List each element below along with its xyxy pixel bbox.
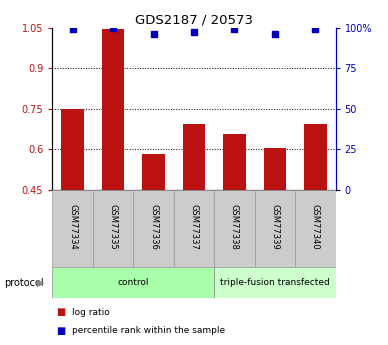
Point bbox=[191, 30, 197, 35]
Text: percentile rank within the sample: percentile rank within the sample bbox=[72, 326, 225, 335]
Bar bbox=[255, 190, 295, 267]
Point bbox=[69, 27, 76, 32]
Bar bbox=[183, 124, 205, 190]
Bar bbox=[93, 190, 133, 267]
Point bbox=[312, 27, 319, 32]
Text: protocol: protocol bbox=[4, 278, 43, 288]
Bar bbox=[61, 109, 84, 190]
Bar bbox=[102, 29, 124, 190]
Text: GSM77336: GSM77336 bbox=[149, 204, 158, 250]
Bar bbox=[304, 124, 327, 190]
Bar bbox=[142, 154, 165, 190]
Bar bbox=[295, 190, 336, 267]
Text: GSM77338: GSM77338 bbox=[230, 204, 239, 250]
Text: GSM77335: GSM77335 bbox=[109, 204, 118, 250]
Text: GSM77340: GSM77340 bbox=[311, 204, 320, 250]
Text: GSM77337: GSM77337 bbox=[189, 204, 199, 250]
Point bbox=[272, 31, 278, 37]
Text: GSM77334: GSM77334 bbox=[68, 204, 77, 250]
Text: ■: ■ bbox=[56, 326, 66, 335]
Bar bbox=[223, 134, 246, 190]
Text: ▶: ▶ bbox=[37, 278, 45, 288]
Text: ■: ■ bbox=[56, 307, 66, 317]
Bar bbox=[214, 190, 255, 267]
Bar bbox=[174, 190, 214, 267]
Bar bbox=[214, 267, 336, 298]
Text: triple-fusion transfected: triple-fusion transfected bbox=[220, 278, 330, 287]
Bar bbox=[264, 148, 286, 190]
Point bbox=[151, 31, 157, 37]
Point bbox=[110, 25, 116, 30]
Title: GDS2187 / 20573: GDS2187 / 20573 bbox=[135, 13, 253, 27]
Bar bbox=[133, 190, 174, 267]
Point bbox=[231, 27, 237, 32]
Text: control: control bbox=[118, 278, 149, 287]
Bar bbox=[52, 190, 93, 267]
Text: log ratio: log ratio bbox=[72, 308, 109, 317]
Bar bbox=[52, 267, 214, 298]
Text: GSM77339: GSM77339 bbox=[270, 204, 279, 250]
